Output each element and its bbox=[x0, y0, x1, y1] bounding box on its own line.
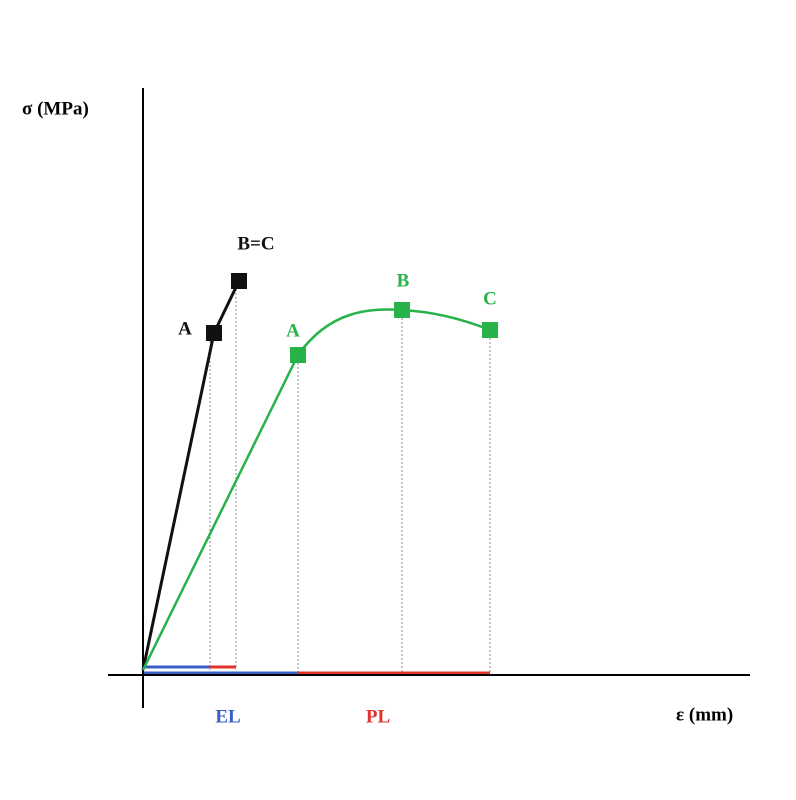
point-label: B bbox=[397, 270, 410, 291]
point-label: A bbox=[178, 318, 192, 339]
region-label: PL bbox=[366, 706, 390, 727]
y-axis-label: σ (MPa) bbox=[22, 98, 89, 119]
x-axis-label: ε (mm) bbox=[676, 704, 733, 725]
point-label: C bbox=[483, 288, 497, 309]
point-label: B=C bbox=[237, 233, 274, 254]
marker bbox=[482, 322, 498, 338]
marker bbox=[394, 302, 410, 318]
point-label: A bbox=[286, 320, 300, 341]
marker bbox=[290, 347, 306, 363]
region-label: EL bbox=[215, 706, 240, 727]
marker bbox=[206, 325, 222, 341]
marker bbox=[231, 273, 247, 289]
